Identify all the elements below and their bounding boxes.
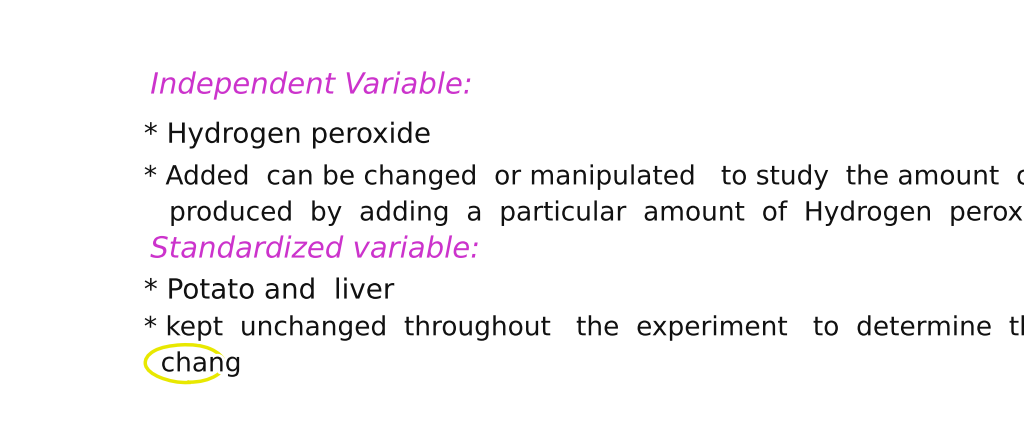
Text: chang: chang (143, 351, 242, 377)
Text: * kept  unchanged  throughout   the  experiment   to  determine  the  effect  of: * kept unchanged throughout the experime… (143, 315, 1024, 341)
Text: Independent Variable:: Independent Variable: (151, 72, 472, 100)
Text: produced  by  adding  a  particular  amount  of  Hydrogen  peroxide.: produced by adding a particular amount o… (143, 201, 1024, 227)
Text: * Added  can be changed  or manipulated   to study  the amount  of  oxygen: * Added can be changed or manipulated to… (143, 164, 1024, 190)
Text: * Potato and  liver: * Potato and liver (143, 276, 394, 305)
Text: Standardized variable:: Standardized variable: (151, 236, 480, 264)
Text: * Hydrogen peroxide: * Hydrogen peroxide (143, 121, 430, 149)
